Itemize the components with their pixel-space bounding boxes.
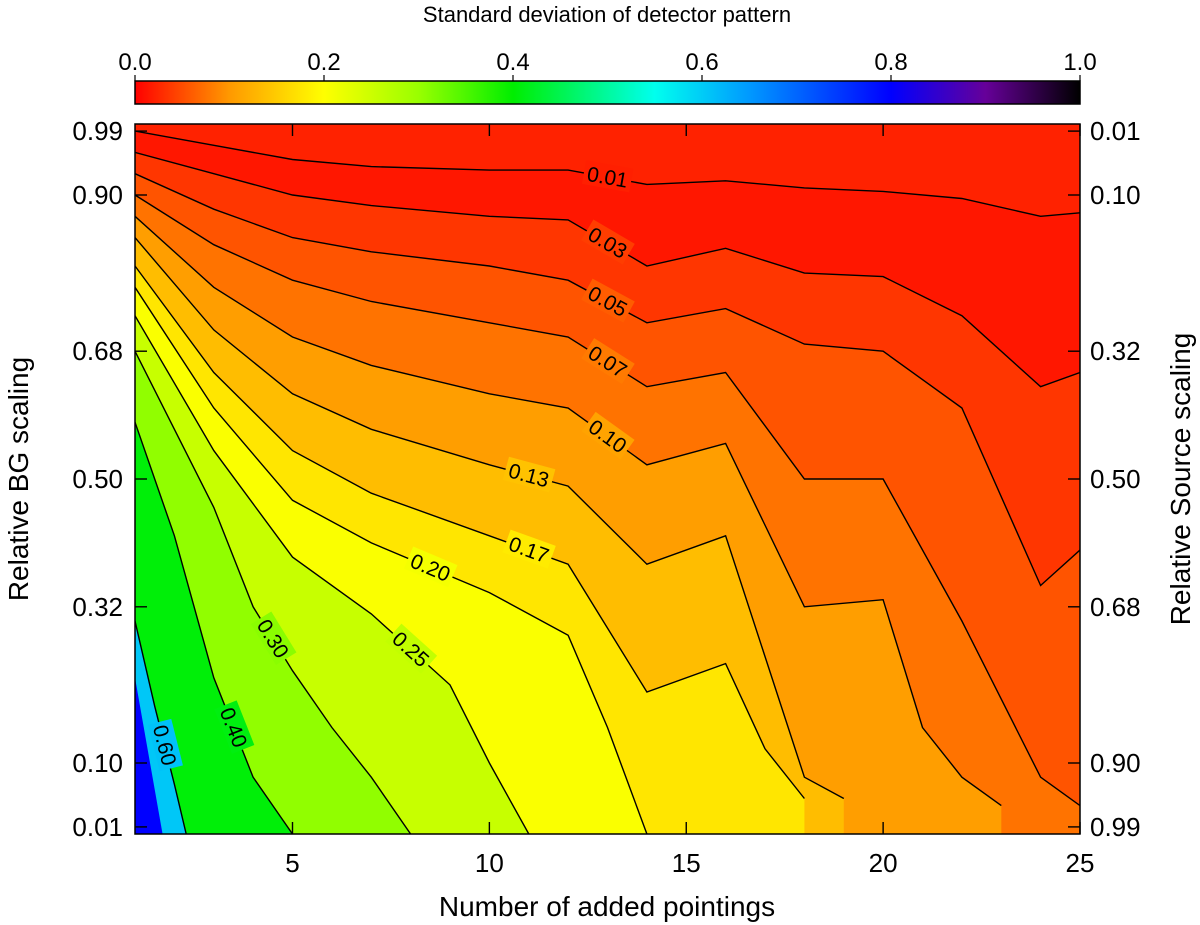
contour-label-bg (581, 219, 635, 265)
colorbar-tick-label: 0.0 (118, 49, 151, 76)
y-tick-label-right: 0.32 (1090, 336, 1141, 366)
contour-line-0.07 (135, 194, 1080, 807)
contour-line-0.05 (135, 173, 1080, 587)
contour-label-bg (581, 278, 635, 323)
contour-label-bg (581, 160, 634, 193)
contour-label-bg (581, 338, 635, 385)
x-axis-label: Number of added pointings (439, 891, 775, 922)
contour-label-bg (250, 611, 297, 666)
contour-line-0.25 (135, 315, 530, 834)
y-tick-label-right: 0.68 (1090, 592, 1141, 622)
colorbar-tick-label: 0.8 (874, 49, 907, 76)
colorbar-tick-label: 0.2 (307, 49, 340, 76)
colorbar-tick-label: 0.6 (685, 49, 718, 76)
contour-label-bg (147, 718, 183, 772)
y-tick-label-right: 0.50 (1090, 464, 1141, 494)
colorbar-title: Standard deviation of detector pattern (423, 2, 791, 27)
y-tick-label-left: 0.10 (72, 748, 123, 778)
contour-band-0.40 (135, 422, 293, 834)
contour-line-0.13 (135, 237, 845, 800)
contour-band-0.80 (135, 677, 163, 834)
y-tick-label-left: 0.68 (72, 336, 123, 366)
contour-line-0.03 (135, 151, 1080, 388)
contour-label-bg (214, 700, 255, 754)
y-axis-label-right: Relative Source scaling (1165, 333, 1196, 626)
contour-label-group: 0.01 (581, 160, 634, 193)
x-tick-label: 25 (1066, 848, 1095, 878)
y-tick-label-left: 0.01 (72, 812, 123, 842)
contour-label-bg (581, 411, 635, 460)
contour-label-bg (385, 623, 438, 674)
axis-ticks: 5 10 15 20 25 0.01 0.99 0.10 0.90 0.32 0.68 0.50 0.5… (72, 116, 1140, 878)
y-tick-label-right: 0.10 (1090, 180, 1141, 210)
y-axis-label-left: Relative BG scaling (3, 357, 34, 601)
contour-line-0.10 (135, 215, 1002, 807)
contour-label-bg (403, 546, 458, 588)
x-tick-label: 5 (285, 848, 299, 878)
contour-label-bg (502, 456, 556, 493)
x-tick-label: 10 (475, 848, 504, 878)
contour-label-group: 0.40 (214, 700, 255, 754)
y-tick-label-left: 0.99 (72, 116, 123, 146)
colorbar-ticks: 0.0 0.2 0.4 0.6 0.8 1.0 (118, 49, 1097, 81)
y-tick-label-right: 0.01 (1090, 116, 1141, 146)
y-tick-label-left: 0.90 (72, 180, 123, 210)
x-tick-label: 20 (869, 848, 898, 878)
contour-line-0.01 (135, 130, 1080, 218)
contour-line-0.40 (135, 421, 294, 834)
colorbar-tick-label: 0.4 (496, 49, 529, 76)
colorbar (134, 80, 1081, 105)
y-tick-label-left: 0.50 (72, 464, 123, 494)
contour-label-bg (502, 529, 556, 569)
x-tick-label: 15 (672, 848, 701, 878)
y-tick-label-right: 0.90 (1090, 748, 1141, 778)
colorbar-tick-label: 1.0 (1063, 49, 1096, 76)
y-tick-label-right: 0.99 (1090, 812, 1141, 842)
plot-area: 5 10 15 20 25 0.01 0.99 0.10 0.90 0.32 0.68 0.50 0.5… (72, 116, 1140, 878)
y-tick-label-left: 0.32 (72, 592, 123, 622)
